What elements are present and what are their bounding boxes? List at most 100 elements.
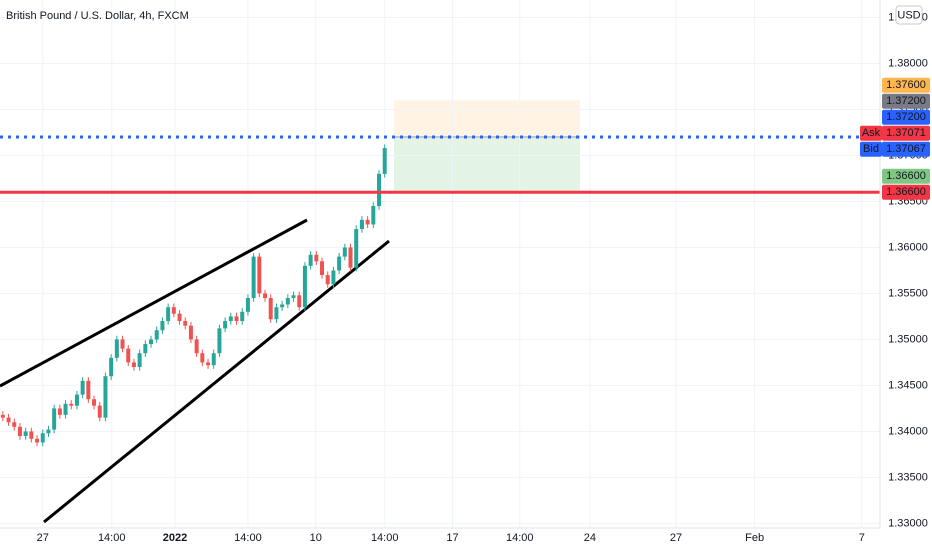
price-badge-label: 1.37071 [886,127,926,139]
candle-body [371,206,376,225]
candle-body [12,422,17,427]
candle-body [103,376,108,418]
candle-body [342,247,347,257]
y-tick-label: 1.33000 [888,517,928,529]
candle-body [223,321,228,329]
candle-body [245,298,250,312]
candle-body [120,339,125,349]
candle-body [183,321,188,326]
candle-body [320,261,325,276]
x-tick-label: 27 [37,532,49,544]
candle-body [297,295,302,308]
y-tick-label: 1.33500 [888,471,928,483]
price-badge [882,77,930,93]
candle-body [251,256,256,299]
candle-body [6,417,11,423]
candle-body [63,403,68,415]
candle-body [17,426,22,437]
trendline [0,218,308,388]
y-tick-label: 1.35000 [888,333,928,345]
candle-body [74,394,79,406]
candle-body [143,344,148,354]
candle-body [35,438,40,443]
candle-body [308,254,313,266]
x-tick-label: 17 [446,532,458,544]
candle-body [69,403,74,406]
currency-button[interactable] [895,5,923,25]
candle-body [177,313,182,322]
currency-label[interactable]: USD [897,9,920,21]
candle-body [86,380,91,400]
target-zone [394,100,580,138]
candle-body [126,348,131,363]
candle-body [285,298,290,305]
candle-body [57,408,62,415]
x-tick-label: 2022 [163,532,187,544]
candle-body [52,408,57,430]
price-badge-label: 1.37067 [886,143,926,155]
candle-body [40,433,45,443]
candle-body [268,298,273,320]
candle-body [240,311,245,322]
candle-body [0,414,5,418]
stop-zone [394,137,580,193]
candle-body [97,405,102,418]
price-badge-name: Ask [862,127,881,139]
x-tick-label: Feb [745,532,764,544]
candle-body [331,270,336,285]
x-tick-label: 14:00 [506,532,534,544]
candle-body [337,256,342,271]
candle-body [263,293,268,299]
price-badge-label: 1.37200 [886,95,926,107]
price-badge-label: 1.37200 [886,111,926,123]
price-badge [882,109,930,125]
candle-body [382,148,387,174]
candle-body [80,380,85,395]
candle-body [154,330,159,340]
candle-body [23,431,28,437]
candle-body [206,362,211,366]
price-badge [882,93,930,109]
candle-body [354,229,359,268]
candle-body [194,339,199,354]
candle-body [302,265,307,308]
candle-body [234,316,239,322]
candle-body [359,219,364,230]
candle-body [325,275,330,285]
candle-body [160,321,165,331]
y-tick-label: 1.38000 [888,57,928,69]
x-tick-label: 10 [310,532,322,544]
candle-body [46,429,51,434]
price-badge [882,184,930,200]
candle-body [166,307,171,322]
x-tick-label: 24 [584,532,596,544]
candle-body [171,307,176,314]
price-badge [882,168,930,184]
candle-body [149,339,154,345]
price-badge-label: 1.37600 [886,79,926,91]
x-tick-label: 14:00 [371,532,399,544]
price-badge-name-bg [860,125,882,141]
candle-body [188,325,193,340]
chart-title: British Pound / U.S. Dollar, 4h, FXCM [6,10,189,22]
candle-body [211,353,216,366]
price-badge-name: Bid [863,143,879,155]
x-tick-label: 14:00 [234,532,262,544]
candle-body [365,219,370,225]
candle-body [29,431,34,439]
candle-body [114,339,119,358]
price-badge [882,141,930,157]
candle-body [217,328,222,354]
price-badge [882,125,930,141]
candle-body [200,353,205,363]
candle-body [92,399,97,406]
candle-body [377,173,382,207]
price-badge-label: 1.36600 [886,186,926,198]
candle-body [280,304,285,308]
candle-body [131,362,136,368]
price-badge-name-bg [860,141,882,157]
candle-body [137,353,142,368]
candle-body [348,247,353,268]
trendline [43,239,390,524]
